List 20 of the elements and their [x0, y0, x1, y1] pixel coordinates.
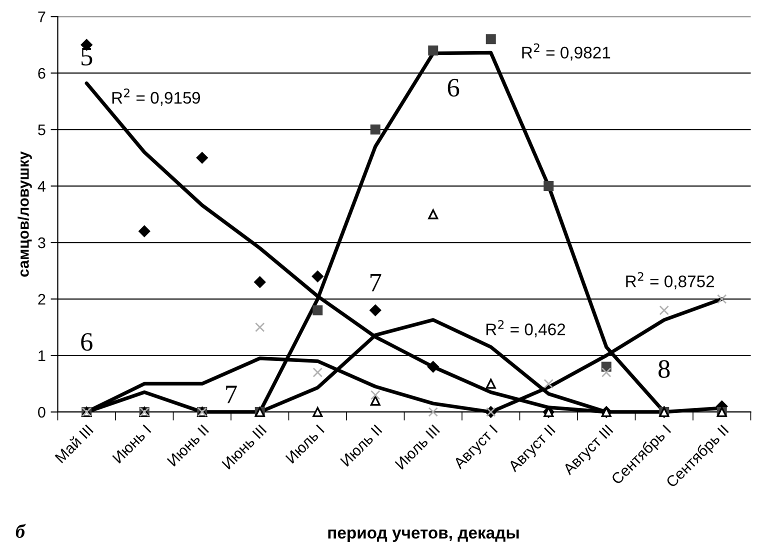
annotation: R$^{2}$ = 0,462 — [486, 320, 566, 338]
text: б — [16, 524, 26, 538]
annotation: 6 — [81, 333, 92, 351]
x-axis-title: период учетов, декады — [328, 529, 519, 542]
annotation: 8 — [658, 360, 670, 378]
y-tick-label: 1 — [38, 350, 46, 362]
y-axis-title: самцов/ловушку — [18, 151, 32, 277]
annotation: 7 — [370, 274, 382, 292]
annotation: R$^{2}$ = 0,9821 — [522, 43, 610, 61]
annotation: R$^{2}$ = 0,9159 — [112, 88, 200, 106]
y-tick-label: 7 — [38, 12, 46, 22]
y-tick-label: 5 — [38, 124, 46, 136]
y-tick-label: 6 — [38, 68, 46, 79]
annotation: R$^{2}$ = 0,8752 — [626, 272, 714, 290]
annotation: 7 — [226, 386, 237, 404]
annotation: 6 — [448, 78, 460, 97]
y-tick-label: 3 — [38, 237, 46, 248]
y-tick-label: 2 — [38, 294, 46, 305]
y-tick-label: 4 — [38, 181, 46, 192]
y-tick-label: 0 — [38, 406, 46, 418]
